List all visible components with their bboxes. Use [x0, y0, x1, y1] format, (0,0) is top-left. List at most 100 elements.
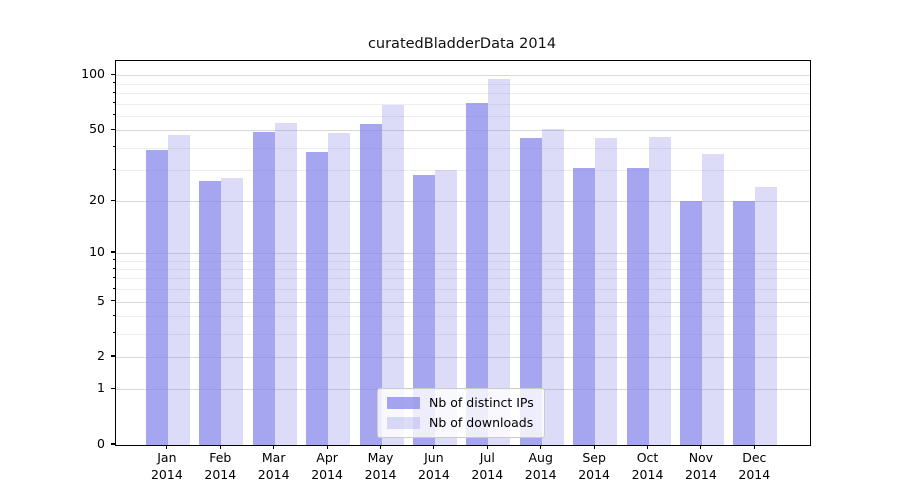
x-axis-month-label: Sep 2014: [578, 450, 610, 482]
x-axis-month-label: Apr 2014: [311, 450, 343, 482]
y-axis-tick-label: 100: [81, 66, 105, 82]
gridline-major: [116, 130, 810, 132]
x-tick-mark: [219, 445, 221, 450]
bar-ips: [199, 181, 222, 445]
y-minor-tick-mark: [112, 114, 115, 116]
x-axis-month-label: Dec 2014: [738, 450, 771, 482]
chart-title: curatedBladderData 2014: [367, 36, 557, 52]
bar-downloads: [595, 138, 618, 445]
y-tick-mark: [111, 355, 115, 357]
x-axis-month-label: Aug 2014: [524, 450, 557, 482]
x-axis-month-label: Feb 2014: [204, 450, 237, 482]
gridline-minor: [116, 93, 810, 95]
bar-ips: [306, 151, 329, 445]
y-tick-mark: [111, 199, 115, 201]
y-minor-tick-mark: [112, 91, 115, 93]
gridline-minor: [116, 278, 810, 280]
legend-swatch-ips: [387, 396, 420, 409]
y-minor-tick-mark: [112, 276, 115, 278]
x-axis-month-label: Oct 2014: [631, 450, 664, 482]
y-tick-mark: [111, 299, 115, 302]
y-minor-tick-mark: [112, 332, 115, 334]
bar-downloads: [328, 133, 351, 445]
y-tick-mark: [111, 128, 115, 130]
bar-downloads: [434, 170, 457, 445]
y-minor-tick-mark: [112, 168, 115, 170]
bar-ips: [679, 201, 702, 445]
bar-downloads: [701, 153, 724, 445]
y-minor-tick-mark: [112, 146, 115, 148]
bar-downloads: [541, 128, 564, 445]
bar-downloads: [167, 135, 190, 445]
y-axis-tick-label: 10: [89, 244, 105, 259]
y-axis-tick-label: 20: [89, 192, 105, 208]
gridline-major: [116, 201, 810, 203]
bar-ips: [626, 167, 649, 445]
y-minor-tick-mark: [112, 82, 115, 84]
bar-downloads: [488, 78, 511, 445]
gridline-major: [116, 253, 810, 254]
gridline-minor: [116, 333, 810, 335]
bar-ips: [466, 102, 489, 445]
bar-ips: [412, 175, 435, 445]
y-minor-tick-mark: [112, 287, 115, 289]
bar-ips: [733, 201, 756, 445]
y-axis-tick-label: 5: [97, 292, 105, 308]
y-tick-mark: [111, 73, 115, 76]
bar-downloads: [648, 136, 671, 445]
x-tick-mark: [593, 445, 595, 450]
bar-downloads: [755, 187, 778, 445]
y-axis-tick-label: 2: [97, 348, 105, 364]
y-tick-mark: [111, 251, 115, 253]
gridline-major: [116, 75, 810, 77]
gridline-minor: [116, 316, 810, 318]
legend-swatch-downloads: [387, 416, 420, 429]
x-tick-mark: [753, 445, 755, 450]
legend-row-downloads: Nb of downloads: [387, 415, 534, 430]
x-tick-mark: [433, 445, 435, 450]
gridline-minor: [116, 115, 810, 117]
bar-ips: [573, 167, 596, 445]
y-tick-mark: [111, 443, 115, 445]
y-minor-tick-mark: [112, 314, 115, 316]
x-tick-mark: [700, 445, 702, 450]
legend: Nb of distinct IPs Nb of downloads: [377, 388, 545, 438]
gridline-minor: [116, 103, 810, 105]
gridline-major: [116, 301, 810, 303]
gridline-minor: [116, 83, 810, 85]
gridline-minor: [116, 269, 810, 271]
plot-area: [115, 60, 811, 446]
y-axis-tick-label: 0: [97, 436, 105, 451]
x-tick-mark: [326, 445, 328, 450]
bar-downloads: [274, 122, 297, 445]
bar-ips: [145, 149, 168, 445]
gridline-major: [116, 357, 810, 359]
x-tick-mark: [379, 445, 382, 450]
legend-label-ips: Nb of distinct IPs: [429, 395, 534, 410]
x-axis-month-label: May 2014: [364, 450, 397, 482]
bar-downloads: [381, 104, 404, 445]
gridline-minor: [116, 289, 810, 291]
x-axis-month-label: Jun 2014: [417, 450, 450, 482]
y-tick-mark: [111, 387, 115, 390]
x-tick-mark: [646, 445, 649, 450]
bar-downloads: [221, 178, 244, 445]
gridline-minor: [116, 260, 810, 262]
x-axis-month-label: Jan 2014: [150, 450, 183, 482]
x-tick-mark: [486, 445, 488, 450]
x-axis-month-label: Nov 2014: [684, 450, 717, 482]
y-minor-tick-mark: [112, 259, 115, 261]
legend-label-downloads: Nb of downloads: [429, 415, 534, 430]
legend-row-ips: Nb of distinct IPs: [387, 395, 534, 410]
x-axis-month-label: Jul 2014: [471, 450, 504, 482]
y-minor-tick-mark: [112, 267, 115, 269]
x-axis-month-label: Mar 2014: [257, 450, 290, 482]
x-tick-mark: [166, 445, 168, 450]
y-minor-tick-mark: [112, 102, 115, 104]
y-axis-tick-label: 50: [89, 121, 105, 137]
gridline-minor: [116, 170, 810, 172]
x-tick-mark: [273, 445, 275, 450]
bar-ips: [252, 131, 275, 445]
bar-ips: [519, 138, 542, 445]
